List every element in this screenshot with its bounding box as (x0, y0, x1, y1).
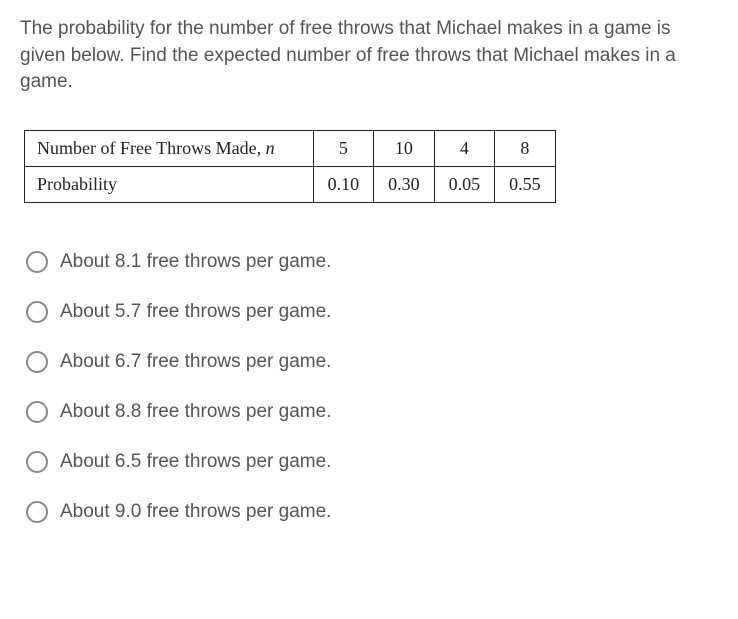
option-5[interactable]: About 9.0 free throws per game. (26, 501, 718, 523)
radio-icon (26, 351, 48, 373)
cell-p-1: 0.30 (374, 166, 435, 202)
option-4[interactable]: About 6.5 free throws per game. (26, 451, 718, 473)
option-2[interactable]: About 6.7 free throws per game. (26, 351, 718, 373)
row-label-p: Probability (25, 166, 314, 202)
option-label: About 8.1 free throws per game. (60, 251, 331, 273)
cell-p-3: 0.55 (495, 166, 556, 202)
row-label-n: Number of Free Throws Made, n (25, 130, 314, 166)
cell-n-1: 10 (374, 130, 435, 166)
question-text: The probability for the number of free t… (20, 16, 718, 96)
options-group: About 8.1 free throws per game. About 5.… (26, 251, 718, 523)
cell-p-2: 0.05 (434, 166, 495, 202)
radio-icon (26, 501, 48, 523)
cell-n-2: 4 (434, 130, 495, 166)
cell-n-3: 8 (495, 130, 556, 166)
table-row: Probability 0.10 0.30 0.05 0.55 (25, 166, 556, 202)
cell-n-0: 5 (313, 130, 374, 166)
option-3[interactable]: About 8.8 free throws per game. (26, 401, 718, 423)
table-row: Number of Free Throws Made, n 5 10 4 8 (25, 130, 556, 166)
row1-var: n (266, 138, 275, 158)
option-label: About 9.0 free throws per game. (60, 501, 331, 523)
radio-icon (26, 301, 48, 323)
option-1[interactable]: About 5.7 free throws per game. (26, 301, 718, 323)
option-label: About 6.7 free throws per game. (60, 351, 331, 373)
radio-icon (26, 401, 48, 423)
cell-p-0: 0.10 (313, 166, 374, 202)
radio-icon (26, 251, 48, 273)
option-label: About 6.5 free throws per game. (60, 451, 331, 473)
radio-icon (26, 451, 48, 473)
option-label: About 8.8 free throws per game. (60, 401, 331, 423)
probability-table: Number of Free Throws Made, n 5 10 4 8 P… (24, 130, 556, 203)
option-label: About 5.7 free throws per game. (60, 301, 331, 323)
row1-prefix: Number of Free Throws Made, (37, 138, 266, 158)
option-0[interactable]: About 8.1 free throws per game. (26, 251, 718, 273)
